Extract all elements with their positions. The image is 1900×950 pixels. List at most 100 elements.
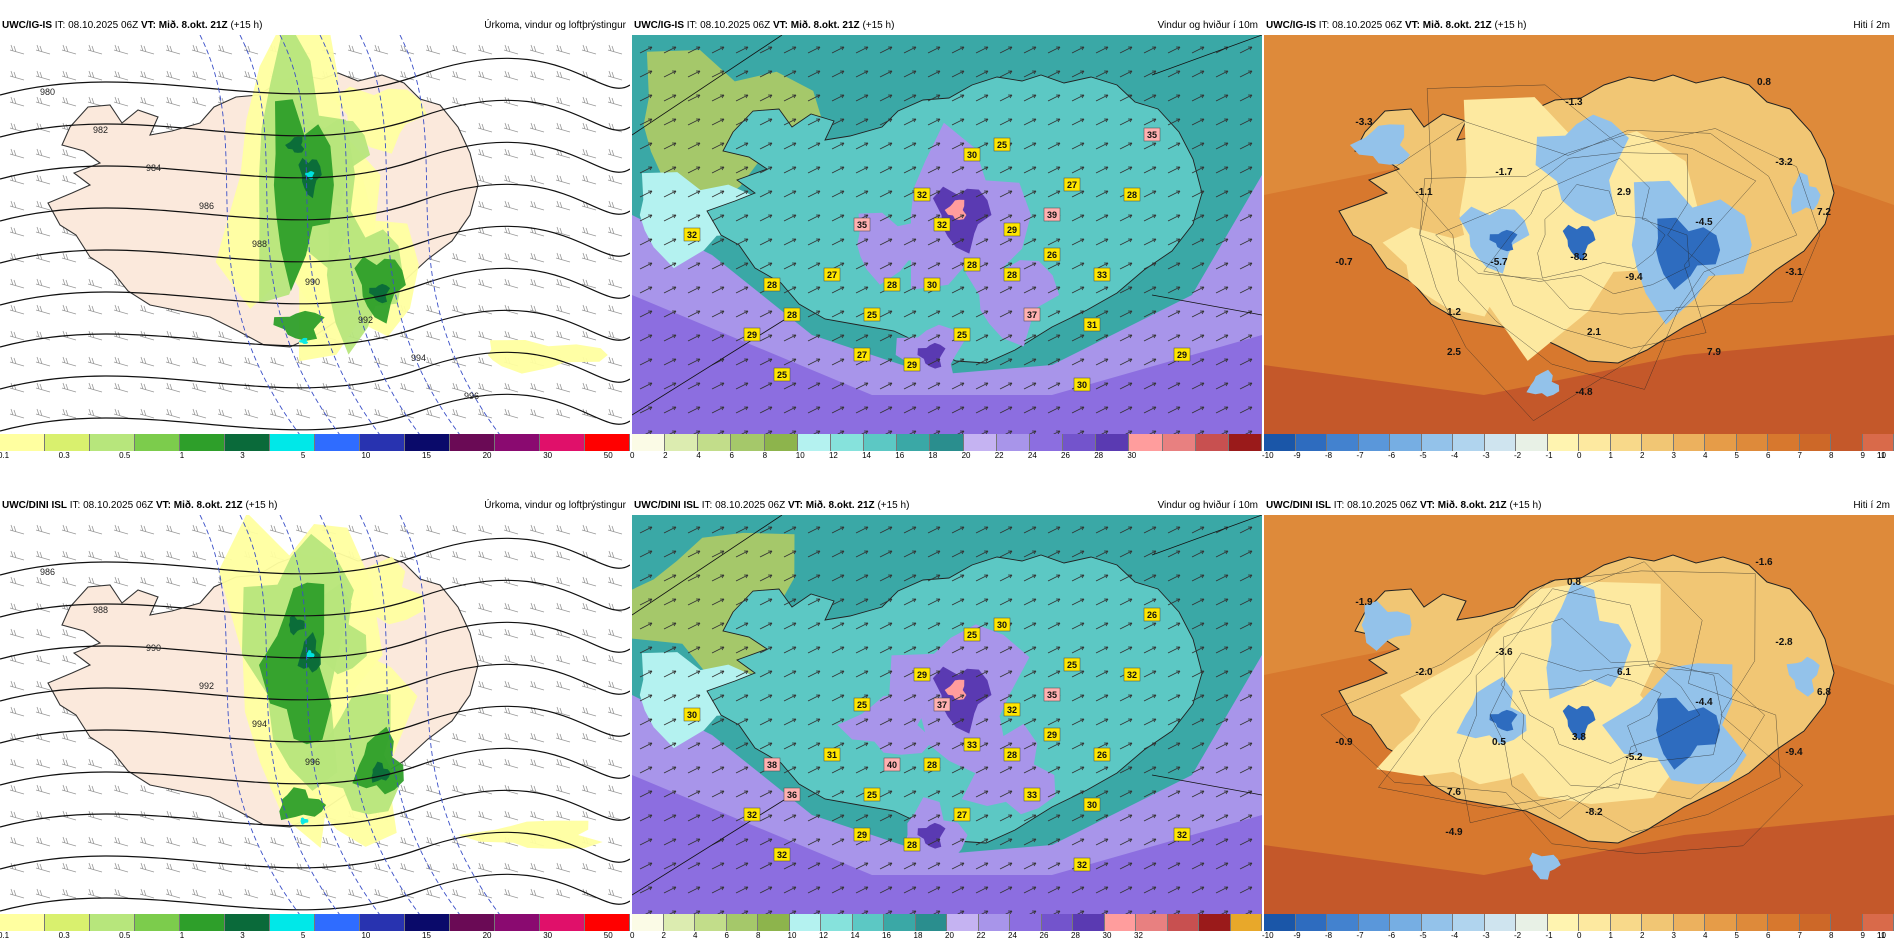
colorbar-tick-label: -2: [1514, 931, 1522, 940]
gust-box: [933, 217, 951, 232]
colorbar-swatch: [864, 434, 898, 451]
wind-map: 25 30 32 27 25 28 26 35 29 27 37 35 28 30 28 28 29 32 39 25…: [632, 35, 1262, 435]
colorbar-swatch: [1041, 914, 1073, 931]
colorbar-swatch: [1167, 914, 1199, 931]
colorbar-swatch: [495, 914, 540, 931]
gust-box: [853, 697, 871, 712]
temp-label: -0.9: [1335, 737, 1353, 748]
colorbar-swatch: [764, 434, 798, 451]
isobar-label: 984: [146, 163, 161, 173]
temp-label: 0.8: [1757, 77, 1771, 88]
gust-box: [1023, 307, 1041, 322]
map-area[interactable]: -3.3 -1.3 0.8 2.9 -3.2 -1.7 -1.1 -4.5 7.2 -0.7 -5.…: [1264, 35, 1894, 435]
isobar-label: 992: [199, 681, 214, 691]
gust-box: [853, 347, 871, 362]
map-area[interactable]: 986 988 990 992 994 996: [0, 515, 630, 915]
colorbar-tick-label: 4: [693, 931, 698, 940]
colorbar-swatch: [830, 434, 865, 451]
gust-box: [1043, 727, 1061, 742]
colorbar-tick-label: -1: [1545, 931, 1553, 940]
colorbar-swatch: [1421, 434, 1453, 451]
colorbar-swatch: [731, 434, 765, 451]
colorbar-swatch: [852, 914, 884, 931]
map-area[interactable]: 980 982 984 986 988 990 992 994 996: [0, 35, 630, 435]
colorbar-swatch: [726, 914, 758, 931]
colorbar-tick-label: 20: [945, 931, 954, 940]
gust-box: [823, 267, 841, 282]
isobar-label: 980: [40, 87, 55, 97]
product-title: Hiti í 2m: [1853, 500, 1890, 511]
colorbar-tick-label: 10: [1877, 931, 1886, 940]
temp-label: -1.1: [1415, 187, 1433, 198]
gust-label: 28: [787, 310, 797, 320]
colorbar-tick-label: 10: [361, 451, 371, 460]
colorbar-tick-label: 30: [543, 931, 553, 940]
temp-label: 7.2: [1817, 207, 1831, 218]
map-area[interactable]: 30 25 29 29 32 28 29 25 32 25 33 26 32 32 38 36 32 30 35 27…: [632, 515, 1262, 915]
colorbar-swatch: [1129, 434, 1163, 451]
gust-box: [773, 367, 791, 382]
gust-box: [913, 187, 931, 202]
gust-label: 35: [857, 220, 867, 230]
colorbar-tick-label: 0.3: [58, 931, 70, 940]
colorbar-tick-label: 2: [1640, 451, 1645, 460]
gust-box: [1143, 127, 1161, 142]
colorbar-swatch: [821, 914, 853, 931]
colorbar-tick-label: 24: [1008, 931, 1017, 940]
temp-label: -5.2: [1625, 752, 1643, 763]
gust-label: 30: [967, 150, 977, 160]
colorbar-swatch: [758, 914, 790, 931]
colorbar-swatch: [915, 914, 947, 931]
temp-label: -4.4: [1695, 697, 1713, 708]
colorbar-swatch: [1705, 914, 1737, 931]
colorbar-swatch: [225, 434, 270, 451]
colorbar-swatch: [978, 914, 1010, 931]
isobar-label: 990: [146, 643, 161, 653]
gust-box: [1073, 857, 1091, 872]
colorbar-swatch: [405, 434, 450, 451]
temp-label: 3.8: [1572, 732, 1586, 743]
temp-label: -4.5: [1695, 217, 1713, 228]
colorbar-swatch: [495, 434, 540, 451]
colorbar-swatch: [135, 434, 180, 451]
colorbar-tick-label: 7: [1797, 931, 1802, 940]
colorbar-tick-label: 22: [976, 931, 986, 940]
gust-label: 32: [1127, 670, 1137, 680]
gust-box: [993, 137, 1011, 152]
colorbar-swatch: [963, 434, 997, 451]
isobar-label: 988: [252, 239, 267, 249]
colorbar: [1264, 434, 1894, 451]
panel-precip-dini: UWC/DINI ISL IT: 08.10.2025 06Z VT: Mið.…: [0, 480, 630, 940]
gust-box: [1083, 797, 1101, 812]
colorbar-swatch: [1230, 914, 1262, 931]
colorbar-tick-label: 3: [240, 451, 245, 460]
colorbar-swatch: [270, 914, 315, 931]
gust-box: [963, 147, 981, 162]
colorbar-swatch: [1358, 434, 1390, 451]
colorbar-swatch: [789, 914, 821, 931]
map-area[interactable]: 25 30 32 27 25 28 26 35 29 27 37 35 28 30 28 28 29 32 39 25…: [632, 35, 1262, 435]
colorbar-tick-label: 20: [961, 451, 971, 460]
colorbar-swatch: [1264, 434, 1296, 451]
map-area[interactable]: -1.9 0.8 -1.6 6.1 -2.8 -3.6 -2.0 -4.4 6.8 -0.9 0.5…: [1264, 515, 1894, 915]
colorbar-tick-label: 8: [762, 451, 768, 460]
colorbar-swatch: [632, 434, 666, 451]
gust-box: [1003, 222, 1021, 237]
temp-label: -1.7: [1495, 167, 1513, 178]
colorbar-ticks: 0.1 0.3 0.5 1 3 5 10 15 20 30 50: [0, 451, 630, 463]
product-title: Hiti í 2m: [1853, 20, 1890, 31]
colorbar: [1264, 914, 1894, 931]
gust-box: [1093, 747, 1111, 762]
gust-box: [1003, 747, 1021, 762]
gust-label: 25: [1067, 660, 1077, 670]
gust-label: 33: [1097, 270, 1107, 280]
gust-box: [913, 667, 931, 682]
temp-label: -0.7: [1335, 257, 1353, 268]
colorbar-tick-label: 0.5: [119, 451, 131, 460]
colorbar-swatch: [450, 914, 495, 931]
gust-box: [1023, 787, 1041, 802]
gust-label: 29: [907, 360, 917, 370]
colorbar-swatch: [1831, 434, 1863, 451]
temp-label: 2.1: [1587, 327, 1601, 338]
gust-box: [963, 737, 981, 752]
